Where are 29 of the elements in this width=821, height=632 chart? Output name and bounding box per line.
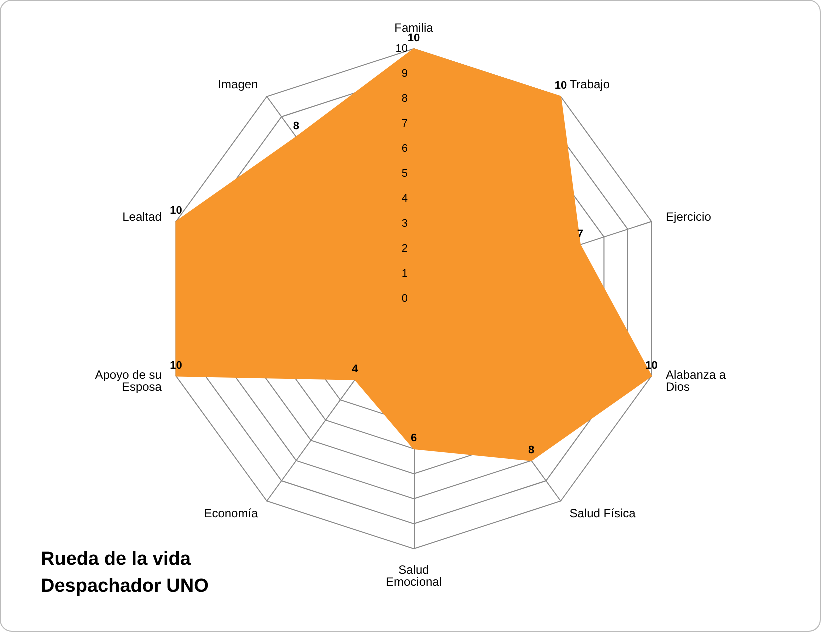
y-tick-label: 1 xyxy=(402,268,408,280)
data-label: 6 xyxy=(410,432,418,444)
spoke-label: Familia xyxy=(394,21,434,35)
y-tick-label: 8 xyxy=(402,93,408,105)
data-label: 4 xyxy=(352,363,360,376)
spoke-label: Alabanza a Dios xyxy=(666,368,726,394)
data-label: 10 xyxy=(554,80,568,92)
y-tick-label: 5 xyxy=(402,168,408,180)
y-tick-label: 10 xyxy=(396,43,408,55)
data-label: 8 xyxy=(528,444,535,456)
y-tick-label: 4 xyxy=(402,193,408,205)
y-tick-label: 3 xyxy=(402,218,408,230)
y-tick-label: 0 xyxy=(402,293,408,305)
spoke-label: Ejercicio xyxy=(666,210,712,224)
spoke-label: Salud Emocional xyxy=(386,563,442,589)
data-label: 10 xyxy=(170,205,182,218)
spoke-label: Salud Física xyxy=(570,506,636,520)
spoke-label: Trabajo xyxy=(570,78,610,92)
spoke-label: Apoyo de su Esposa xyxy=(95,368,162,394)
spoke-label: Economía xyxy=(204,506,259,520)
y-tick-label: 6 xyxy=(402,143,408,155)
y-tick-label: 9 xyxy=(402,68,408,80)
spoke-label: Imagen xyxy=(218,78,258,92)
y-tick-label: 7 xyxy=(402,118,408,130)
spoke-label: Lealtad xyxy=(122,210,162,224)
data-label: 10 xyxy=(646,360,658,372)
y-tick-label: 2 xyxy=(402,243,408,255)
text: Rueda de la vida Despachador UNO xyxy=(41,549,209,597)
data-label: 8 xyxy=(293,120,300,133)
